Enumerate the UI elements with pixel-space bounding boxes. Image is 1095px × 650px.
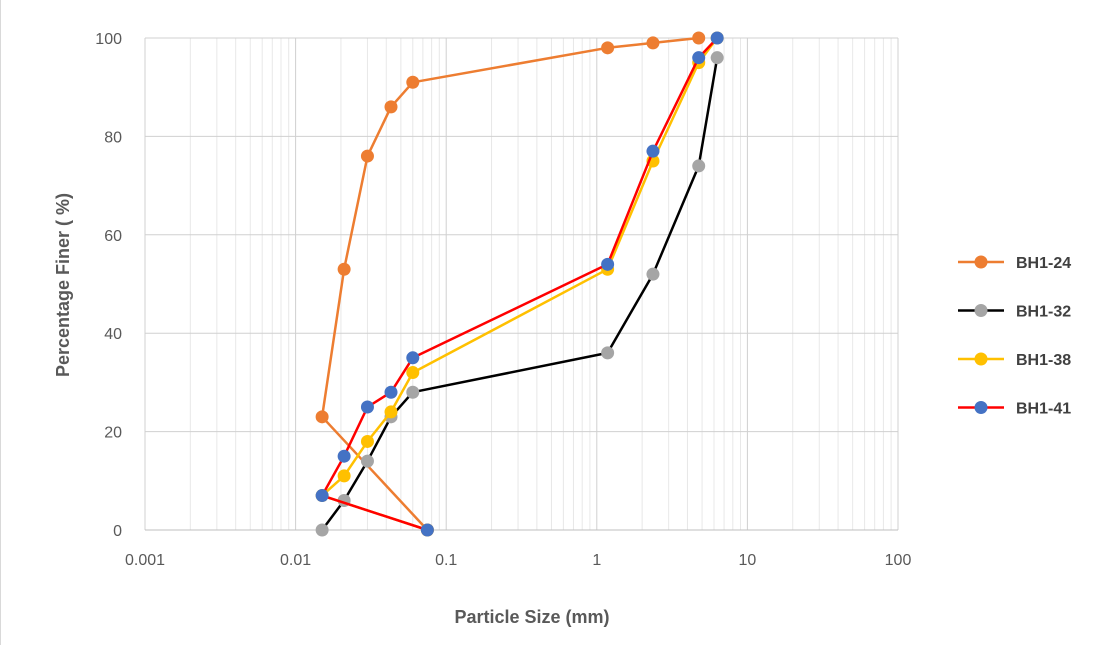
series-line bbox=[320, 37, 719, 532]
data-point bbox=[710, 31, 724, 45]
x-tick-label: 0.1 bbox=[435, 552, 457, 569]
series-line bbox=[320, 37, 719, 532]
data-point bbox=[601, 346, 615, 360]
data-point bbox=[420, 523, 434, 537]
data-point bbox=[360, 149, 374, 163]
y-axis-title: Percentage Finer ( %) bbox=[53, 193, 73, 377]
series-layer bbox=[315, 31, 724, 537]
axes: 0.001 0.01 0.1 1 10 100 0 20 40 60 80 100 bbox=[95, 31, 911, 569]
data-point bbox=[710, 51, 724, 65]
data-point bbox=[360, 400, 374, 414]
data-point bbox=[601, 41, 615, 55]
data-point bbox=[315, 410, 329, 424]
legend-label: BH1-41 bbox=[1016, 401, 1071, 418]
series-BH1-38 bbox=[315, 31, 724, 537]
legend-item: BH1-41 bbox=[958, 401, 1071, 418]
legend-marker bbox=[974, 304, 988, 317]
series-BH1-41 bbox=[315, 31, 724, 537]
data-point bbox=[337, 262, 351, 276]
data-point bbox=[646, 267, 660, 281]
left-border bbox=[0, 0, 1, 645]
data-point bbox=[337, 449, 351, 463]
data-point bbox=[337, 469, 351, 483]
legend-item: BH1-38 bbox=[958, 352, 1071, 369]
data-point bbox=[692, 159, 706, 173]
x-tick-label: 0.001 bbox=[125, 552, 165, 569]
data-point bbox=[406, 75, 420, 89]
data-point bbox=[360, 434, 374, 448]
y-tick-label: 60 bbox=[104, 228, 122, 245]
data-point bbox=[406, 385, 420, 399]
legend-label: BH1-24 bbox=[1016, 255, 1071, 272]
y-tick-label: 100 bbox=[95, 31, 122, 48]
data-point bbox=[692, 31, 706, 45]
y-tick-label: 0 bbox=[113, 523, 122, 540]
data-point bbox=[646, 144, 660, 158]
legend: BH1-24 BH1-32 BH1-38 BH1-41 bbox=[958, 255, 1071, 418]
x-tick-label: 0.01 bbox=[280, 552, 311, 569]
data-point bbox=[406, 351, 420, 365]
data-point bbox=[360, 454, 374, 468]
data-point bbox=[315, 523, 329, 537]
x-axis-title: Particle Size (mm) bbox=[454, 607, 609, 627]
y-tick-label: 80 bbox=[104, 129, 122, 146]
legend-marker bbox=[974, 401, 988, 414]
legend-marker bbox=[974, 255, 988, 269]
data-point bbox=[384, 405, 398, 419]
y-tick-label: 40 bbox=[104, 326, 122, 343]
data-point bbox=[406, 366, 420, 380]
legend-item: BH1-24 bbox=[958, 255, 1071, 272]
data-point bbox=[384, 100, 398, 114]
data-point bbox=[646, 36, 660, 50]
y-tick-label: 20 bbox=[104, 425, 122, 442]
data-point bbox=[315, 489, 329, 503]
x-tick-label: 100 bbox=[885, 552, 912, 569]
series-BH1-32 bbox=[315, 51, 724, 537]
legend-label: BH1-38 bbox=[1016, 352, 1071, 369]
legend-item: BH1-32 bbox=[958, 304, 1071, 321]
data-point bbox=[692, 51, 706, 65]
legend-marker bbox=[974, 352, 988, 366]
legend-label: BH1-32 bbox=[1016, 304, 1071, 321]
data-point bbox=[384, 385, 398, 399]
x-tick-label: 1 bbox=[592, 552, 601, 569]
x-tick-label: 10 bbox=[739, 552, 757, 569]
grid bbox=[144, 37, 899, 531]
data-point bbox=[601, 257, 615, 271]
